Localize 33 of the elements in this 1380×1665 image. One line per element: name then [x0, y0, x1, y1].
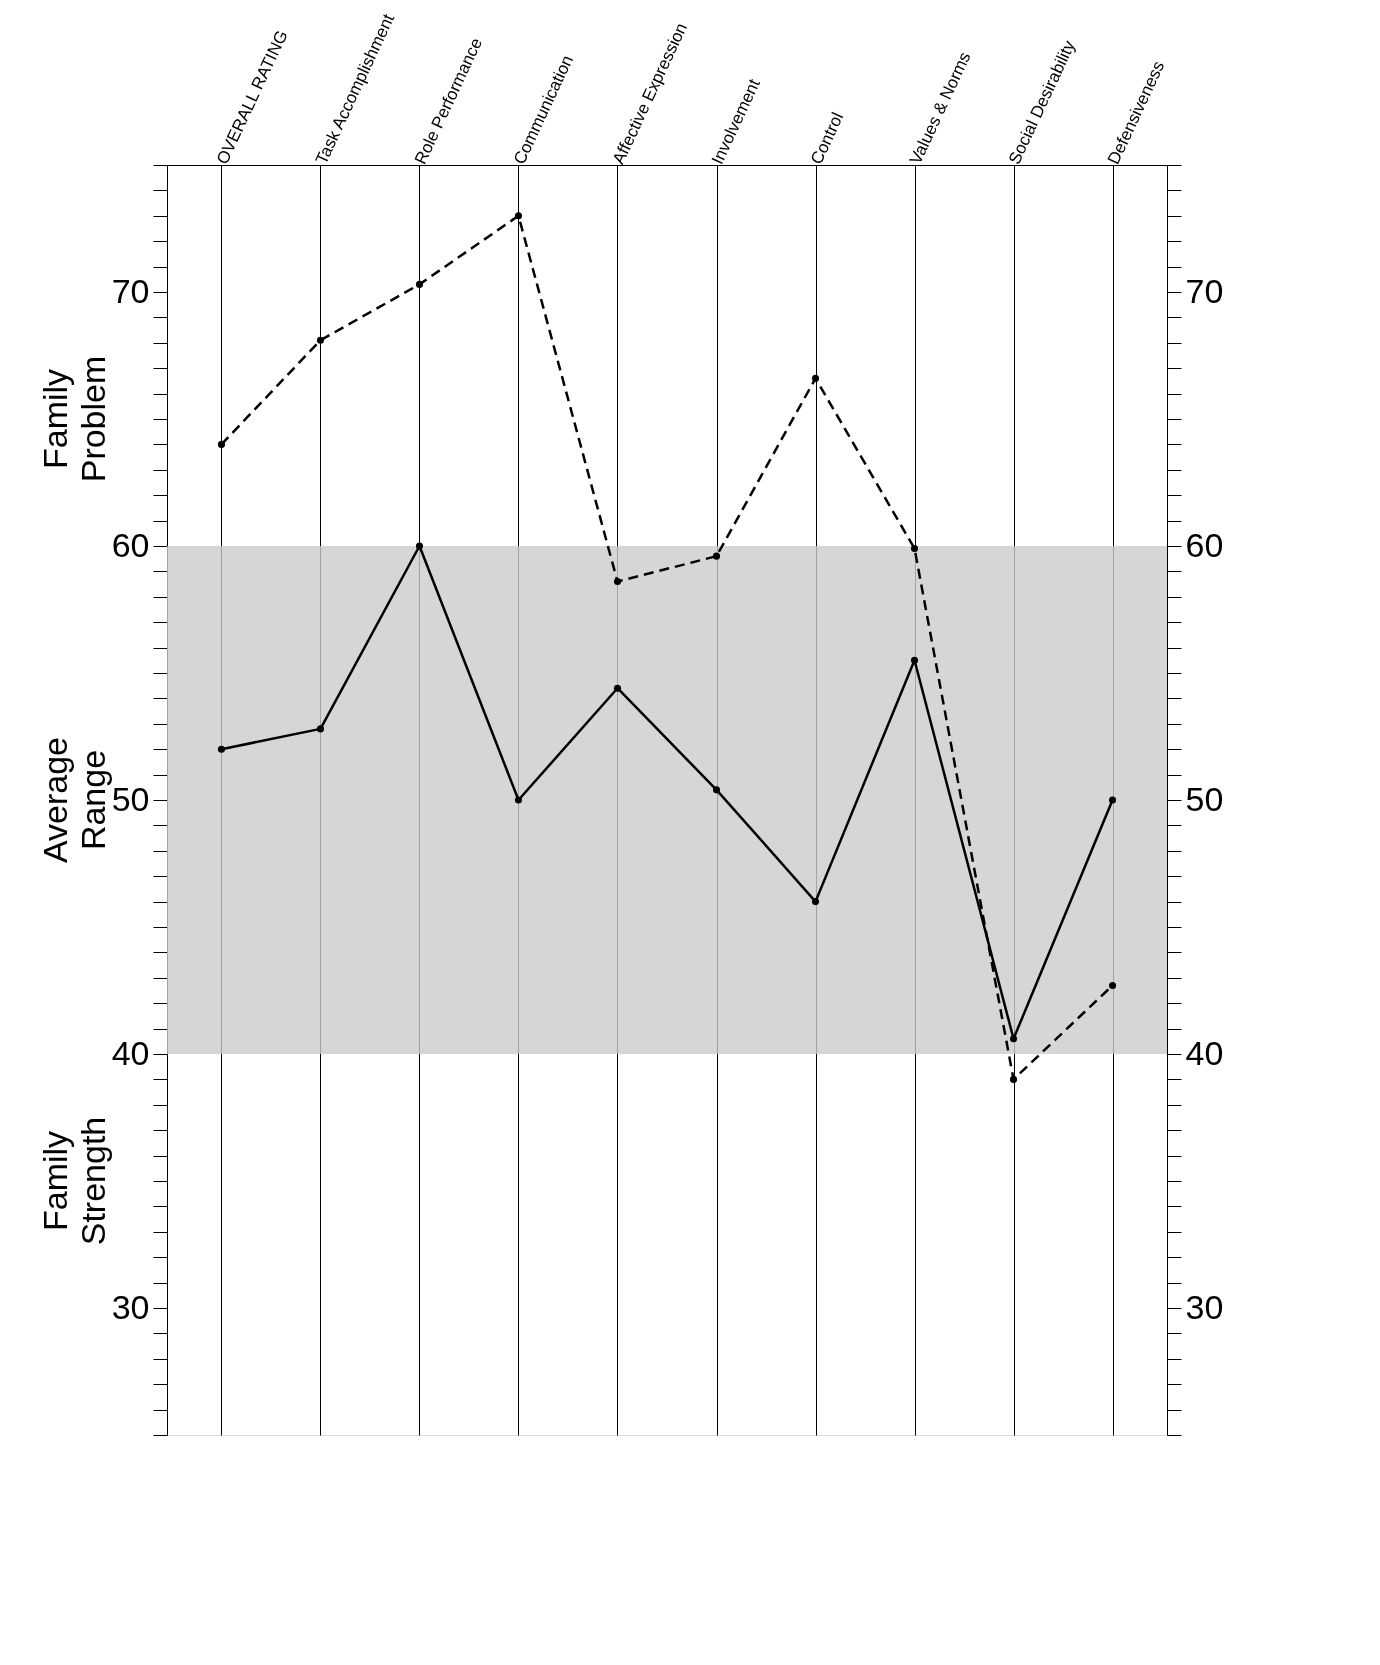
text: Family Strength	[36, 1116, 112, 1246]
point	[613, 684, 622, 692]
y2-tick-label: 50	[1185, 779, 1224, 818]
point	[514, 796, 523, 804]
point	[1109, 981, 1117, 989]
point	[217, 745, 225, 753]
y-tick-label: 70	[111, 271, 150, 310]
point	[316, 725, 324, 733]
point	[514, 212, 523, 220]
point	[1010, 1035, 1018, 1043]
y2-tick-label: 40	[1185, 1033, 1224, 1072]
y-tick-label: 40	[111, 1033, 150, 1072]
point	[613, 578, 622, 586]
text: Family Problem	[36, 355, 112, 483]
y-tick-label: 60	[111, 525, 150, 564]
point	[712, 552, 721, 560]
text: Average Range	[36, 736, 112, 864]
point	[415, 280, 424, 288]
y2-tick-label: 70	[1185, 271, 1224, 310]
y2-tick-label: 60	[1185, 525, 1224, 564]
point	[1010, 1075, 1018, 1083]
point	[910, 656, 919, 664]
point	[1109, 796, 1117, 804]
point	[811, 898, 820, 906]
y2-tick-label: 30	[1185, 1287, 1224, 1326]
point	[316, 336, 324, 344]
y-tick-label: 50	[111, 779, 150, 818]
y-tick-label: 30	[111, 1287, 150, 1326]
point	[712, 786, 721, 794]
point	[910, 545, 919, 553]
point	[415, 542, 424, 550]
point	[217, 440, 225, 448]
point	[811, 374, 820, 382]
